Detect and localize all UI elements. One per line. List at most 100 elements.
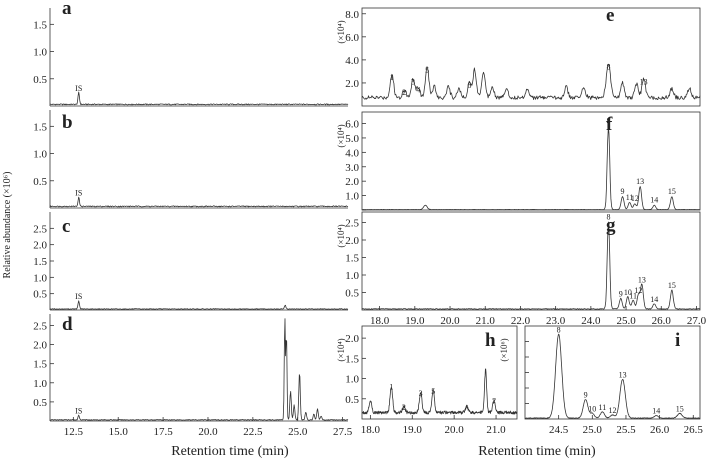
peak-label: 5 — [425, 66, 429, 75]
y-scale-label: (×10⁴) — [336, 20, 346, 43]
peak-label: 12 — [631, 194, 639, 203]
x-tick-label: 22.5 — [243, 426, 263, 438]
y-tick-label: 2.0 — [345, 235, 359, 247]
y-tick-label: 8.0 — [345, 9, 359, 21]
y-tick-label: 1.5 — [345, 353, 359, 365]
y-tick-label: 1.5 — [33, 256, 47, 268]
peak-label: 8 — [606, 63, 610, 72]
panel-letter: e — [606, 5, 614, 26]
peak-label: 8 — [557, 325, 561, 334]
peak-label: 11 — [599, 403, 607, 412]
panel-letter: d — [62, 314, 73, 335]
y-tick-label: 4.0 — [345, 55, 359, 67]
x-axis-title-left: Retention time (min) — [171, 444, 289, 458]
peak-label: 4 — [416, 86, 420, 95]
chart-panel-c: 0.5 1.0 1.5 2.0 2.5 IS c — [33, 212, 349, 311]
peak-label: 7 — [492, 397, 496, 406]
x-axis-title-right: Retention time (min) — [478, 444, 596, 458]
peak-label: 6 — [467, 81, 471, 90]
panel-letter: h — [485, 330, 496, 351]
y-tick-label: 1.5 — [33, 19, 47, 31]
peak-label: 2 — [402, 88, 406, 97]
peak-label: 9 — [621, 187, 625, 196]
peak-label: 1 — [389, 383, 393, 392]
x-tick-label: 27.0 — [687, 315, 707, 327]
peak-label: 3 — [419, 389, 423, 398]
panel-letter: c — [62, 216, 70, 237]
y-tick-label: 0.5 — [33, 176, 47, 188]
chart-panel-d: 0.5 1.0 1.5 2.0 2.5 12.5 15.0 17.5 20.0 22.5 25.0 2… — [33, 314, 353, 438]
peak-label: 5 — [431, 387, 435, 396]
y-tick-label: 1.0 — [345, 374, 359, 386]
chromatogram-trace — [361, 63, 701, 100]
y-tick-label: 0.5 — [33, 289, 47, 301]
x-tick-label: 24.5 — [549, 424, 569, 436]
chart-panel-g: 0.5 1.0 1.5 2.0 2.5 18.0 19.0 20.0 21.0 22.0 23.0 2… — [336, 211, 707, 327]
y-tick-label: 4.0 — [345, 147, 359, 159]
y-tick-label: 2.5 — [33, 320, 47, 332]
y-tick-label: 2.0 — [33, 240, 47, 252]
y-tick-label: 1.5 — [33, 359, 47, 371]
x-tick-label: 19.0 — [405, 315, 425, 327]
plot-frame — [361, 211, 701, 311]
x-tick-label: 22.0 — [511, 315, 531, 327]
y-tick-label: 1.0 — [345, 191, 359, 203]
chromatogram-trace — [49, 300, 349, 310]
chart-panel-a: 0.5 1.0 1.5 IS a — [33, 0, 349, 107]
peak-label: 12 — [609, 406, 617, 415]
y-tick-label: 1.0 — [33, 47, 47, 59]
peak-label: 13 — [638, 276, 646, 285]
y-tick-label: 2.5 — [345, 218, 359, 230]
y-tick-label: 6.0 — [345, 32, 359, 44]
y-scale-label: (×10⁴) — [336, 338, 346, 361]
y-tick-label: 1.0 — [33, 272, 47, 284]
peak-label: 10 — [624, 288, 632, 297]
chromatogram-trace — [361, 125, 700, 211]
peak-label: 11 — [626, 193, 634, 202]
y-scale-label: (×10⁶) — [499, 338, 509, 361]
y-tick-label: 0.5 — [345, 394, 359, 406]
peak-label: 15 — [676, 404, 684, 413]
y-tick-label: 2.0 — [345, 78, 359, 90]
y-tick-label: 1.5 — [345, 253, 359, 265]
plot-frame — [361, 325, 518, 420]
peak-label: 13 — [636, 177, 644, 186]
plot-frame — [361, 111, 701, 211]
x-tick-label: 24.0 — [581, 315, 601, 327]
chromatogram-trace — [361, 368, 518, 415]
x-tick-label: 19.0 — [403, 424, 423, 436]
x-tick-label: 18.0 — [370, 315, 390, 327]
x-tick-label: 25.5 — [616, 424, 636, 436]
peak-label: 9 — [619, 290, 623, 299]
peak-label: 2 — [402, 403, 406, 412]
peak-label: 15 — [668, 187, 676, 196]
y-tick-label: 0.5 — [345, 288, 359, 300]
y-tick-label: 6.0 — [345, 119, 359, 131]
panel-letter: b — [62, 112, 73, 133]
panel-letter: a — [62, 0, 72, 19]
peak-label: IS — [75, 84, 82, 93]
peak-label: 14 — [652, 407, 660, 416]
y-scale-label: (×10⁴) — [336, 124, 346, 147]
y-tick-label: 2.0 — [33, 340, 47, 352]
peak-label: 8 — [606, 213, 610, 222]
chart-panel-h: 0.5 1.0 1.5 2.0 18.0 19.0 20.0 21.0 1 2 3 5 7 (×10⁴) h — [336, 325, 518, 436]
panel-letter: i — [675, 330, 680, 351]
peak-label: 12 — [634, 286, 642, 295]
y-tick-label: 2.5 — [33, 223, 47, 235]
peak-label: 9 — [584, 390, 588, 399]
chart-panel-b: 0.5 1.0 1.5 IS b — [33, 110, 349, 209]
chromatogram-trace — [49, 318, 349, 421]
x-tick-label: 21.0 — [476, 315, 496, 327]
x-tick-label: 15.0 — [109, 426, 129, 438]
chromatogram-trace — [49, 196, 349, 208]
x-tick-label: 27.5 — [333, 426, 353, 438]
x-tick-label: 26.0 — [652, 315, 672, 327]
y-tick-label: 1.0 — [33, 149, 47, 161]
y-tick-label: 5.0 — [345, 133, 359, 145]
y-scale-label: (×10⁴) — [336, 224, 346, 247]
x-tick-label: 26.0 — [650, 424, 670, 436]
peak-label: 15 — [668, 281, 676, 290]
